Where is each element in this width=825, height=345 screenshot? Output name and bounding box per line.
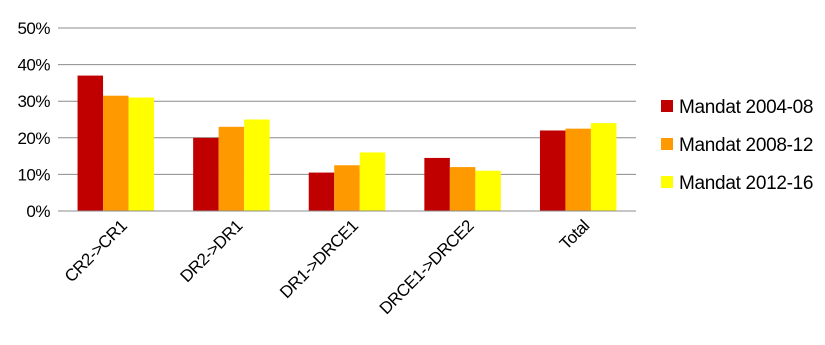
y-axis-ticks: 0% 10% 20% 30% 40% 50% xyxy=(17,19,50,221)
bar xyxy=(475,170,501,211)
bar xyxy=(590,123,617,211)
legend-swatch xyxy=(661,100,673,112)
category-labels: CR2->CR1 DR2->DR1 DR1->DRCE1 DRCE1->DRCE2 To… xyxy=(61,216,593,318)
y-tick-label: 40% xyxy=(17,56,50,75)
legend-swatch xyxy=(661,138,673,150)
category-label: CR2->CR1 xyxy=(61,216,131,286)
bar xyxy=(103,95,129,211)
legend-label: Mandat 2012-16 xyxy=(679,173,813,194)
bar xyxy=(539,130,566,211)
bar xyxy=(128,97,155,211)
bar xyxy=(359,152,386,211)
y-tick-label: 20% xyxy=(17,129,50,148)
legend-swatch xyxy=(661,176,673,188)
category-label: Total xyxy=(556,216,593,253)
bar xyxy=(565,128,591,211)
y-tick-label: 10% xyxy=(17,165,50,184)
bar xyxy=(449,167,476,211)
bar xyxy=(193,137,219,211)
y-tick-label: 0% xyxy=(26,202,50,221)
bar xyxy=(218,126,245,211)
y-tick-label: 30% xyxy=(17,92,50,111)
legend: Mandat 2004-08 Mandat 2008-12 Mandat 2012-… xyxy=(661,97,813,194)
category-label: DR1->DRCE1 xyxy=(276,216,362,302)
legend-label: Mandat 2008-12 xyxy=(679,135,813,156)
bar xyxy=(308,172,335,211)
category-label: DR2->DR1 xyxy=(177,216,247,286)
bar xyxy=(424,157,450,211)
gridlines xyxy=(58,27,636,175)
bar xyxy=(77,75,104,211)
bar xyxy=(334,165,360,211)
category-label: DRCE1->DRCE2 xyxy=(376,216,478,318)
bars xyxy=(77,75,617,211)
y-tick-label: 50% xyxy=(17,19,50,38)
bar xyxy=(244,119,270,211)
legend-label: Mandat 2004-08 xyxy=(679,97,813,118)
